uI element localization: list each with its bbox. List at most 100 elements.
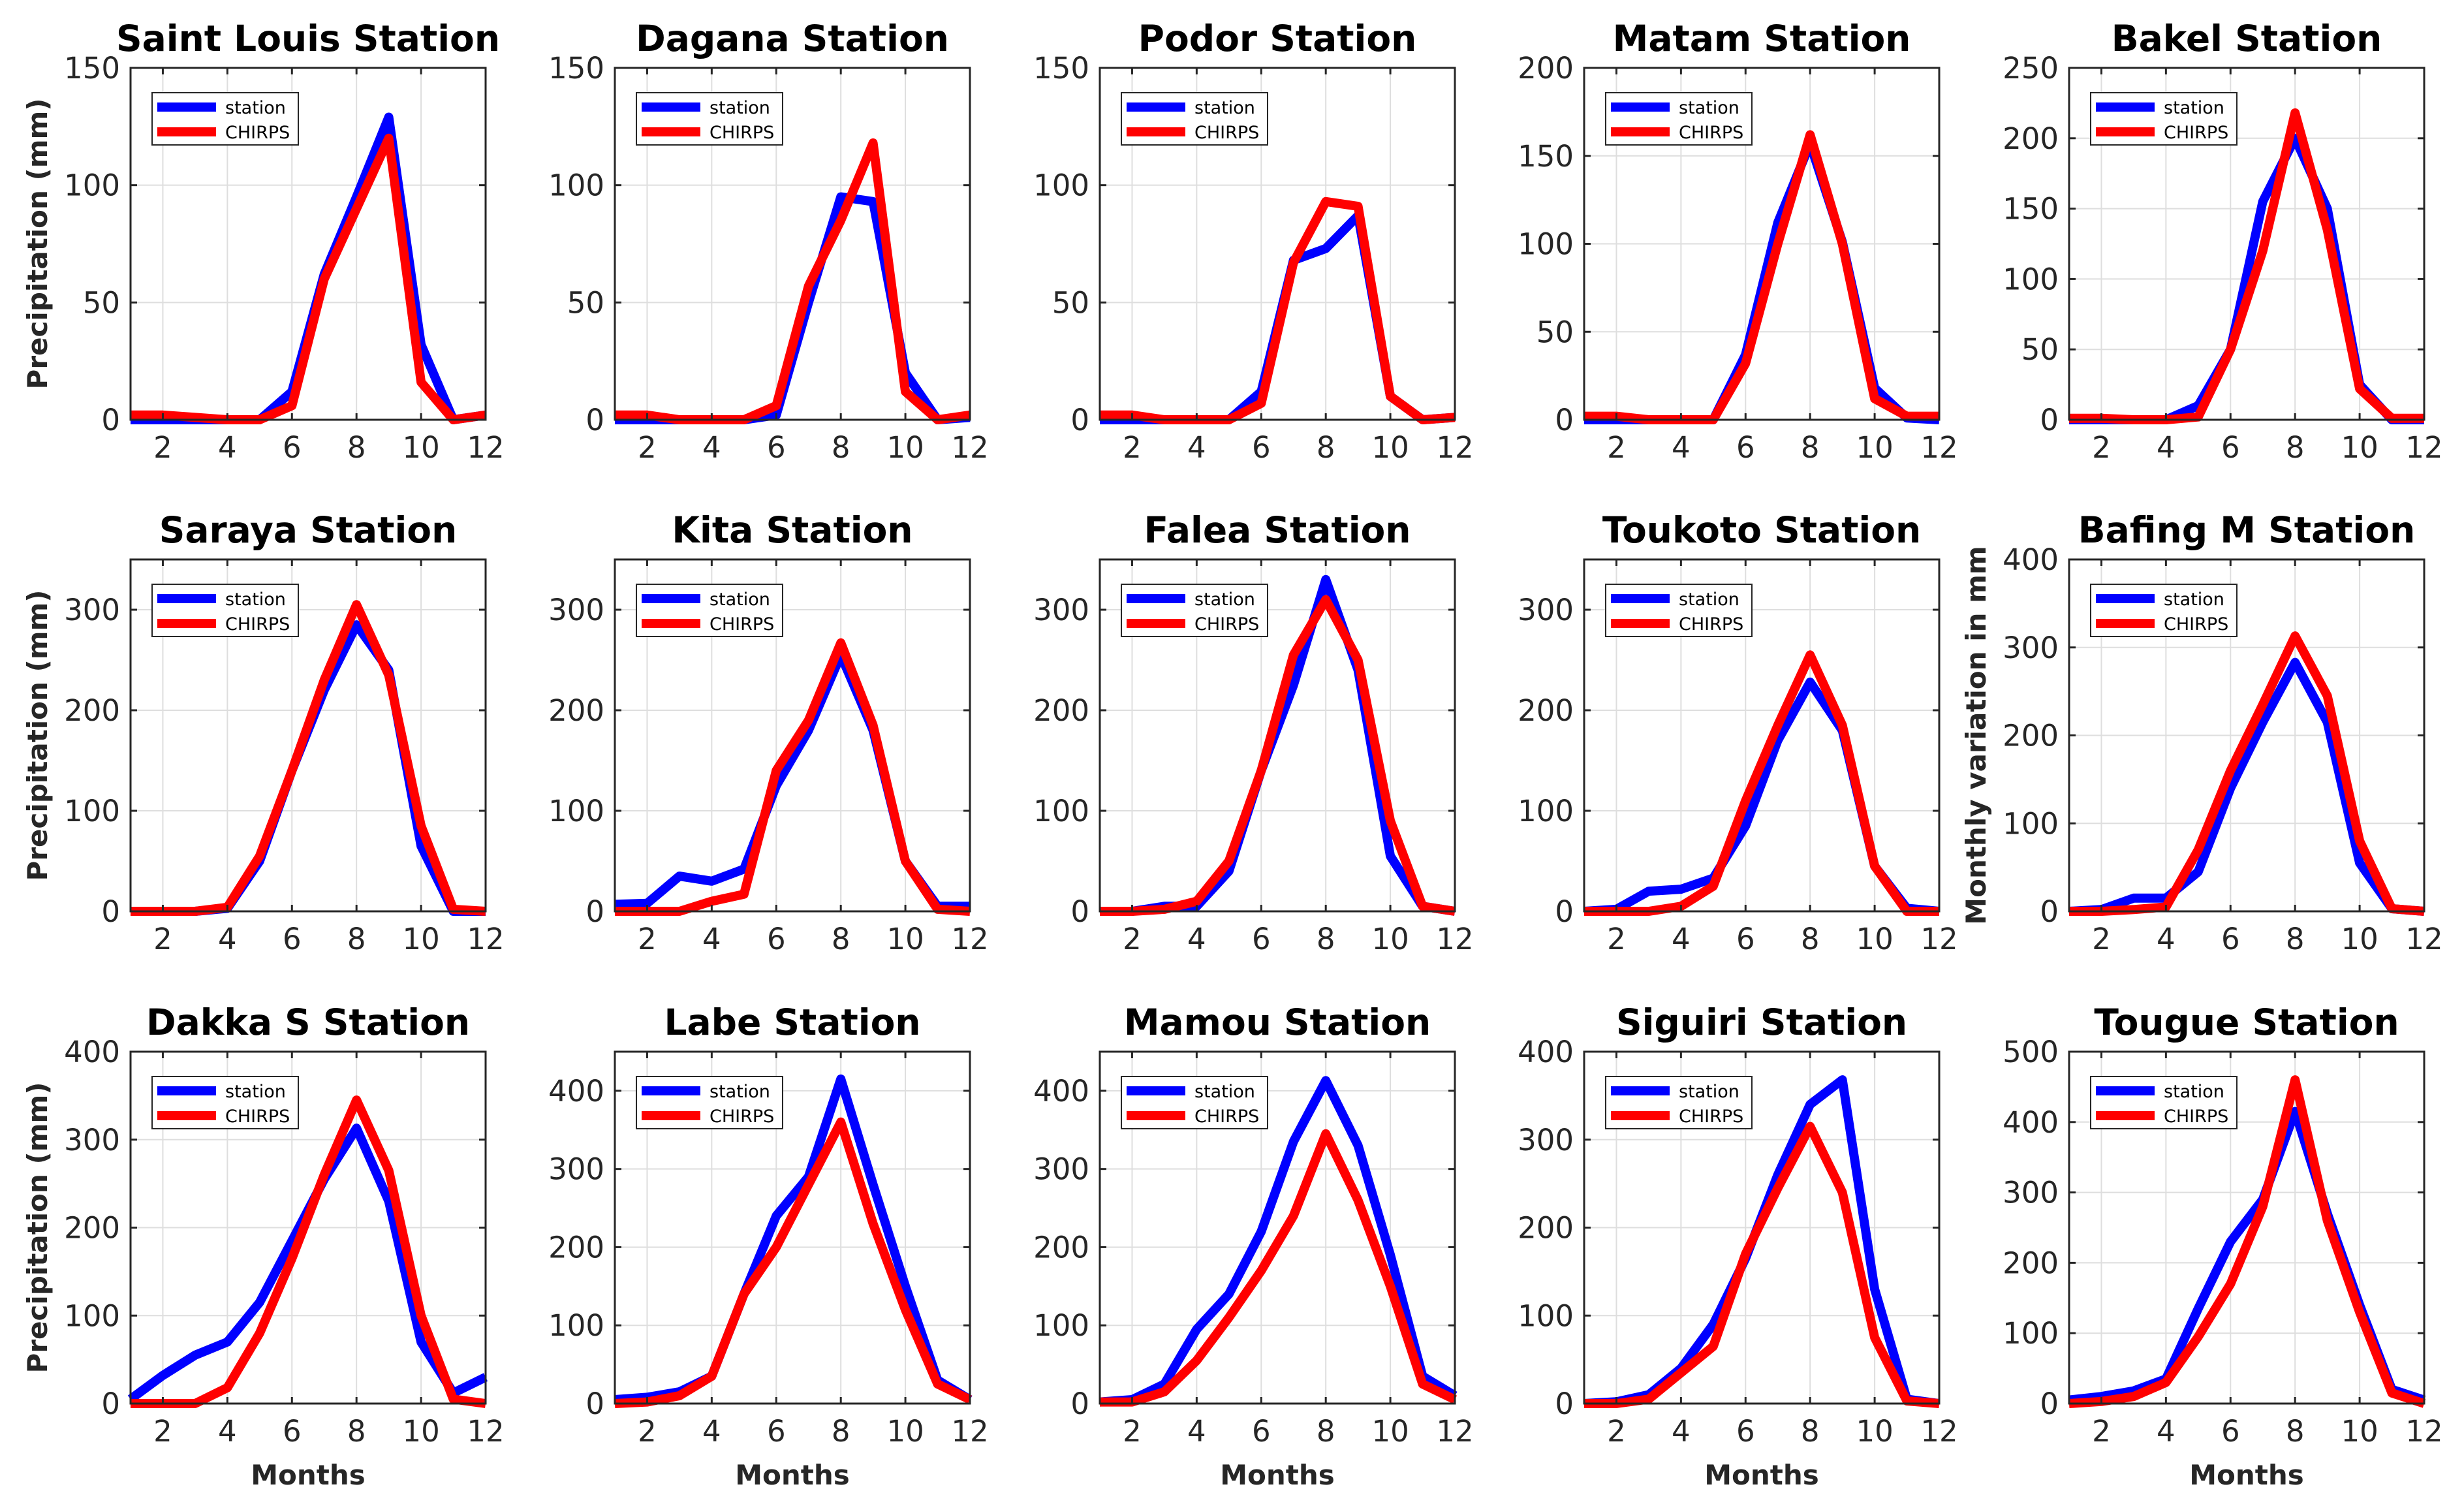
- y-tick-label: 150: [2003, 192, 2059, 227]
- legend: station CHIRPS: [1121, 1076, 1268, 1129]
- chart-panel-9: 2 4 6 8 10 12 0 100 200 300 Toukoto Station station…: [1518, 509, 1958, 956]
- series-line-chirps: [1584, 1122, 1940, 1408]
- chart-title: Saraya Station: [159, 509, 458, 551]
- chart-panel-10: 2 4 6 8 10 12 0 100 200 300 400 Bafing M Station Mon…: [1960, 509, 2443, 956]
- y-tick-label: 100: [2003, 262, 2059, 296]
- x-tick-label: 4: [702, 430, 721, 465]
- y-tick-label: 300: [1033, 1152, 1089, 1187]
- x-tick-label: 6: [767, 1414, 786, 1449]
- x-axis-label: Months: [1220, 1459, 1335, 1491]
- x-axis-label: Months: [251, 1459, 366, 1491]
- legend-label-chirps: CHIRPS: [225, 1107, 290, 1127]
- x-tick-label: 6: [283, 1414, 302, 1449]
- series-line-chirps: [614, 1117, 973, 1408]
- x-tick-label: 2: [1123, 922, 1142, 956]
- x-tick-label: 10: [402, 1414, 439, 1449]
- x-tick-label: 6: [2221, 1414, 2240, 1449]
- x-tick-label: 2: [1607, 1414, 1626, 1449]
- x-tick-label: 8: [1801, 430, 1820, 465]
- legend: station CHIRPS: [2090, 584, 2238, 637]
- x-tick-label: 8: [832, 922, 850, 956]
- axes-box: [2068, 67, 2425, 421]
- x-tick-label: 4: [1672, 922, 1691, 956]
- x-tick-label: 4: [1672, 430, 1691, 465]
- x-tick-label: 6: [2221, 922, 2240, 956]
- x-tick-label: 4: [218, 1414, 237, 1449]
- chart-panel-2: 2 4 6 8 10 12 0 50 100 150 Dagana Station station CH…: [548, 18, 989, 465]
- chart-title: Tougue Station: [2094, 1001, 2399, 1043]
- x-tick-label: 2: [1607, 922, 1626, 956]
- legend-label-chirps: CHIRPS: [710, 123, 774, 143]
- legend: station CHIRPS: [1605, 92, 1753, 146]
- y-tick-label: 100: [1033, 1308, 1089, 1343]
- x-tick-label: 10: [886, 1414, 924, 1449]
- x-tick-label: 8: [1317, 430, 1335, 465]
- legend-label-station: station: [225, 98, 286, 118]
- x-tick-label: 8: [1317, 1414, 1335, 1449]
- y-tick-label: 200: [548, 693, 604, 728]
- x-tick-label: 10: [1856, 1414, 1893, 1449]
- chart-panel-13: 2 4 6 8 10 12 0 100 200 300 400 Mamou Station Months…: [1033, 1001, 1474, 1491]
- legend-label-station: station: [2164, 589, 2224, 610]
- x-tick-label: 6: [767, 430, 786, 465]
- x-tick-label: 4: [2157, 922, 2175, 956]
- legend-label-chirps: CHIRPS: [2164, 1107, 2228, 1127]
- legend-label-station: station: [1194, 98, 1255, 118]
- legend: station CHIRPS: [1605, 1076, 1753, 1129]
- y-tick-label: 300: [2003, 1176, 2059, 1210]
- legend-label-station: station: [1194, 589, 1255, 610]
- x-tick-label: 12: [1920, 1414, 1957, 1449]
- x-tick-label: 4: [218, 430, 237, 465]
- y-tick-label: 0: [1555, 894, 1574, 929]
- y-tick-label: 300: [1033, 593, 1089, 627]
- y-tick-label: 100: [1518, 227, 1574, 262]
- x-tick-label: 2: [153, 922, 172, 956]
- chart-title: Siguiri Station: [1616, 1001, 1907, 1043]
- x-tick-label: 10: [886, 922, 924, 956]
- chart-title: Saint Louis Station: [116, 18, 500, 59]
- x-tick-label: 12: [467, 922, 504, 956]
- legend-label-station: station: [2164, 98, 2224, 118]
- chart-title: Labe Station: [664, 1001, 920, 1043]
- y-tick-label: 100: [2003, 806, 2059, 841]
- y-tick-label: 300: [548, 593, 604, 627]
- x-tick-label: 6: [1736, 922, 1755, 956]
- x-tick-label: 10: [2341, 430, 2378, 465]
- legend: station CHIRPS: [2090, 92, 2238, 146]
- y-tick-label: 0: [585, 403, 604, 437]
- y-tick-label: 0: [101, 894, 120, 929]
- x-tick-label: 2: [153, 430, 172, 465]
- legend-label-chirps: CHIRPS: [1679, 1107, 1743, 1127]
- x-tick-label: 12: [1920, 922, 1957, 956]
- y-tick-label: 100: [548, 1308, 604, 1343]
- x-tick-label: 12: [951, 430, 988, 465]
- x-tick-label: 10: [1856, 430, 1893, 465]
- y-tick-label: 400: [1033, 1074, 1089, 1108]
- x-tick-label: 2: [2092, 922, 2111, 956]
- y-tick-label: 150: [548, 51, 604, 86]
- series-line-chirps: [1100, 595, 1456, 916]
- y-axis-label: Precipitation (mm): [22, 1082, 54, 1374]
- x-tick-label: 4: [1187, 430, 1206, 465]
- y-tick-label: 100: [548, 168, 604, 203]
- x-tick-label: 2: [638, 1414, 657, 1449]
- legend-label-station: station: [2164, 1082, 2224, 1102]
- legend: station CHIRPS: [1121, 584, 1268, 637]
- x-tick-label: 10: [402, 922, 439, 956]
- series-line-chirps: [2069, 631, 2425, 916]
- chart-title: Bafing M Station: [2078, 509, 2415, 551]
- legend-label-station: station: [225, 1082, 286, 1102]
- y-tick-label: 0: [1070, 403, 1089, 437]
- x-tick-label: 8: [2286, 430, 2305, 465]
- x-tick-label: 12: [1436, 430, 1473, 465]
- axes-box: [614, 1050, 971, 1405]
- legend-box: [636, 584, 783, 637]
- y-tick-label: 400: [1518, 1035, 1574, 1069]
- y-tick-label: 0: [1070, 894, 1089, 929]
- axes-box: [2068, 1050, 2425, 1405]
- legend-label-station: station: [1194, 1082, 1255, 1102]
- chart-panel-14: 2 4 6 8 10 12 0 100 200 300 400 Siguiri Station Mont…: [1518, 1001, 1958, 1491]
- y-tick-label: 100: [1033, 168, 1089, 203]
- axes-box: [1099, 67, 1456, 421]
- legend-label-chirps: CHIRPS: [225, 614, 290, 635]
